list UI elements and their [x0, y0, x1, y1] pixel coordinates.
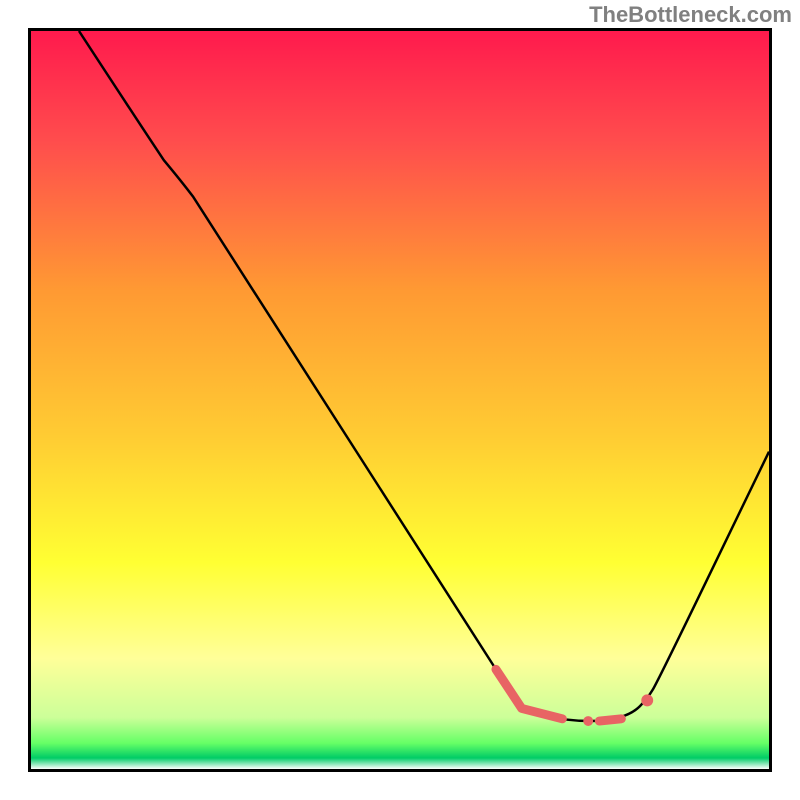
marker-dot [583, 716, 593, 726]
marker-segment [496, 669, 562, 718]
marker-segment [599, 719, 621, 721]
curve-layer [31, 31, 769, 769]
watermark-text: TheBottleneck.com [589, 2, 792, 28]
main-curve [79, 31, 769, 721]
chart-container: TheBottleneck.com [0, 0, 800, 800]
marker-dot [641, 694, 653, 706]
plot-area [28, 28, 772, 772]
markers-group [496, 669, 653, 726]
